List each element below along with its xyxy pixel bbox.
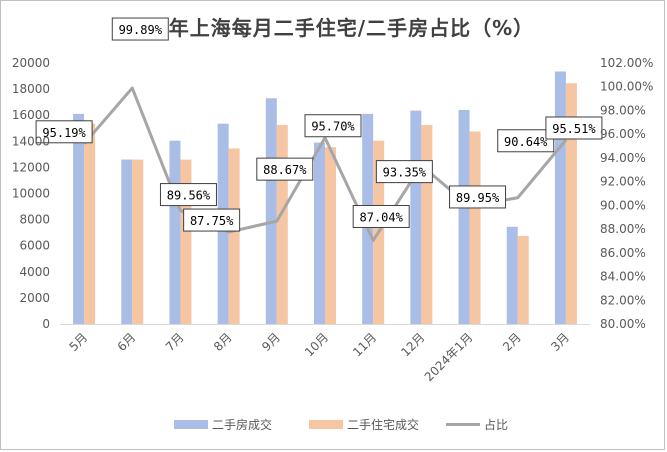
data-label-3: 87.75% — [190, 214, 234, 228]
legend-swatch-0 — [174, 420, 208, 429]
data-label-box-2 — [159, 183, 217, 207]
data-label-box-3 — [183, 208, 241, 232]
bar-secondhand-residence-8 — [469, 131, 481, 324]
data-label-box-0 — [35, 120, 93, 144]
x-tick-label: 2024年1月 — [422, 330, 476, 384]
y-right-tick-label: 94.00% — [600, 151, 646, 165]
y-right-tick-label: 84.00% — [600, 270, 646, 284]
bar-secondhand-house-2 — [169, 140, 181, 324]
data-label-2: 89.56% — [167, 189, 211, 203]
x-tick-label: 3月 — [548, 330, 572, 354]
bar-secondhand-residence-10 — [565, 83, 577, 324]
data-label-0: 95.19% — [42, 126, 86, 140]
bar-secondhand-house-1 — [121, 159, 133, 324]
bar-secondhand-house-7 — [410, 110, 422, 324]
y-right-tick-label: 82.00% — [600, 293, 646, 307]
bar-secondhand-house-10 — [554, 71, 566, 324]
data-label-box-10 — [545, 116, 603, 140]
chart-title: 近1年上海每月二手住宅/二手房占比（%） — [132, 16, 535, 40]
bar-secondhand-house-9 — [506, 226, 518, 324]
data-label-9: 90.64% — [504, 135, 548, 149]
data-label-box-5 — [304, 114, 362, 138]
y-left-tick-label: 6000 — [19, 239, 50, 253]
y-right-tick-label: 100.00% — [600, 80, 653, 94]
data-label-box-8 — [449, 185, 507, 209]
legend-label-0: 二手房成交 — [212, 417, 272, 432]
y-left-tick-label: 12000 — [12, 160, 50, 174]
y-right-tick-label: 92.00% — [600, 175, 646, 189]
legend-label-1: 二手住宅成交 — [347, 417, 419, 432]
bar-secondhand-residence-9 — [517, 235, 529, 324]
x-tick-label: 12月 — [398, 330, 427, 359]
data-label-box-9 — [497, 129, 555, 153]
bar-secondhand-residence-5 — [325, 147, 336, 324]
y-left-tick-label: 10000 — [12, 187, 50, 201]
bar-secondhand-house-4 — [265, 98, 277, 324]
data-label-1: 99.89% — [119, 23, 163, 37]
legend-label-2: 占比 — [484, 417, 508, 432]
y-right-tick-label: 90.00% — [600, 198, 646, 212]
y-left-tick-label: 0 — [42, 317, 50, 331]
data-label-4: 88.67% — [263, 163, 307, 177]
y-left-tick-label: 2000 — [19, 291, 50, 305]
bar-secondhand-residence-7 — [421, 124, 433, 324]
y-right-tick-label: 98.00% — [600, 103, 646, 117]
x-tick-label: 2月 — [500, 330, 524, 354]
data-label-6: 87.04% — [360, 210, 404, 224]
bar-secondhand-residence-0 — [84, 123, 96, 325]
bar-secondhand-residence-3 — [228, 148, 240, 324]
x-tick-label: 6月 — [115, 330, 139, 354]
y-right-tick-label: 80.00% — [600, 317, 646, 331]
legend-swatch-1 — [309, 420, 343, 429]
y-right-tick-label: 96.00% — [600, 127, 646, 141]
y-left-tick-label: 14000 — [12, 134, 50, 148]
bar-secondhand-residence-4 — [276, 124, 288, 324]
x-tick-label: 8月 — [211, 330, 235, 354]
y-right-tick-label: 88.00% — [600, 222, 646, 236]
data-label-box-4 — [256, 157, 314, 181]
y-left-tick-label: 4000 — [19, 265, 50, 279]
data-labels-layer: 95.19% 99.89% 89.56% 87.75% 88.67% 95.70% 87.0… — [35, 17, 603, 232]
legend: 二手房成交 二手住宅成交 占比 — [174, 417, 508, 432]
y-left-tick-label: 8000 — [19, 213, 50, 227]
bar-secondhand-residence-1 — [132, 159, 144, 324]
bar-secondhand-residence-2 — [180, 159, 192, 324]
y-right-tick-label: 86.00% — [600, 246, 646, 260]
x-tick-label: 5月 — [66, 330, 90, 354]
bar-secondhand-house-0 — [73, 113, 85, 325]
y-left-tick-label: 16000 — [12, 108, 50, 122]
data-label-box-6 — [352, 204, 410, 228]
x-tick-label: 10月 — [302, 330, 331, 359]
y-left-tick-label: 20000 — [12, 56, 50, 70]
x-tick-label: 9月 — [259, 330, 283, 354]
y-left-tick-label: 18000 — [12, 82, 50, 96]
bars-layer — [73, 71, 577, 325]
x-tick-label: 11月 — [350, 330, 379, 359]
data-label-box-7 — [375, 160, 433, 184]
x-tick-label: 7月 — [163, 330, 187, 354]
bar-secondhand-house-5 — [314, 142, 325, 324]
data-label-7: 93.35% — [383, 166, 427, 180]
data-label-8: 89.95% — [456, 191, 500, 205]
y-right-tick-label: 102.00% — [600, 56, 653, 70]
data-label-10: 95.51% — [552, 122, 596, 136]
bar-secondhand-house-8 — [458, 109, 470, 324]
data-label-box-1 — [111, 17, 169, 41]
data-label-5: 95.70% — [311, 120, 355, 134]
